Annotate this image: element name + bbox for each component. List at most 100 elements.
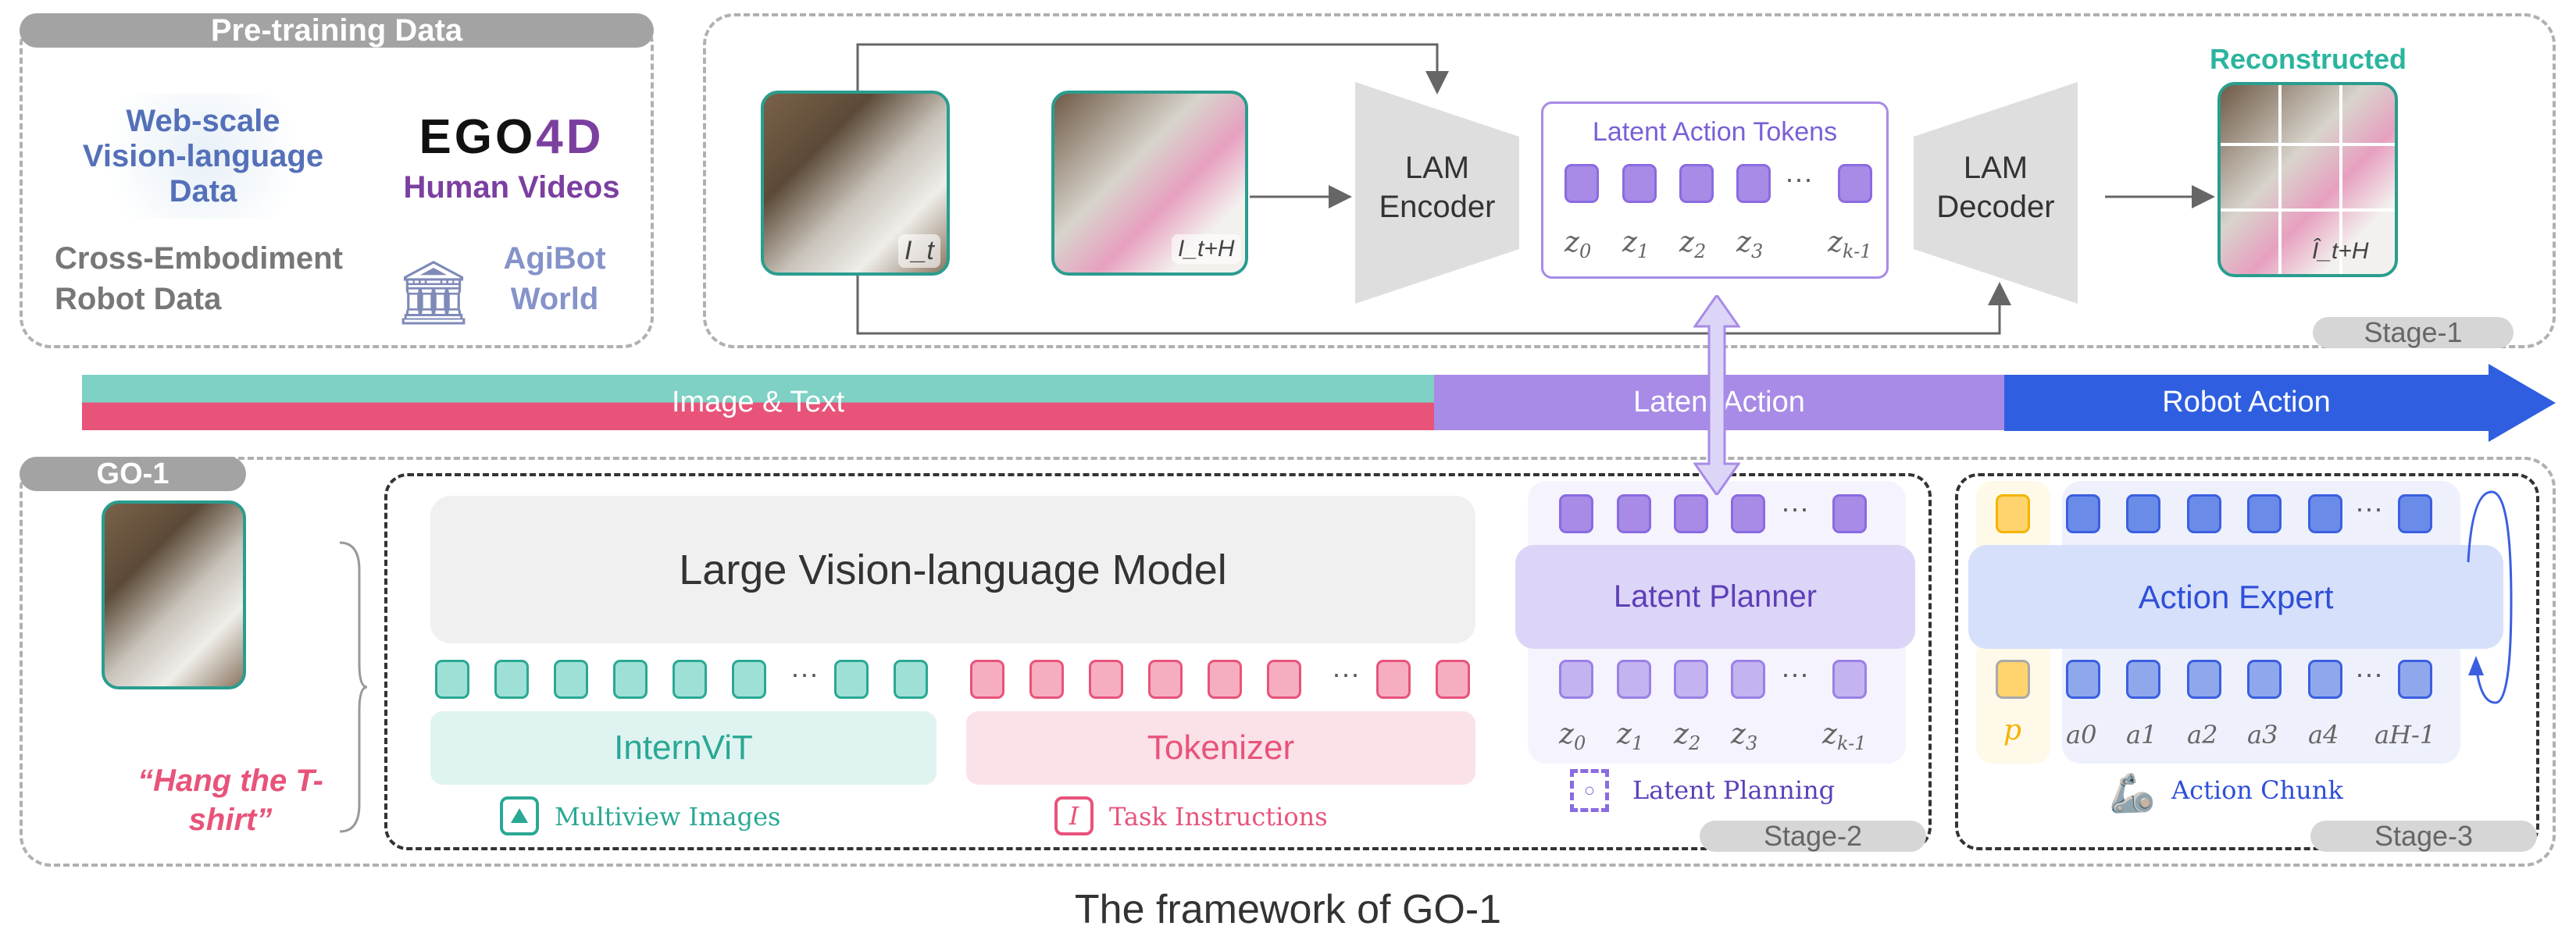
z-label: zk-1	[1822, 718, 1867, 755]
action-chunk-label: Action Chunk	[2171, 775, 2343, 805]
action-expert-box: Action Expert	[1968, 545, 2503, 649]
action-token	[2247, 660, 2282, 699]
stage3-badge: Stage-3	[2310, 820, 2537, 852]
action-token	[2398, 660, 2432, 699]
frame-t-label: I_t	[898, 234, 940, 268]
a-label: a1	[2126, 720, 2157, 750]
action-token	[2126, 494, 2160, 533]
latent-action-tokens-title: Latent Action Tokens	[1592, 117, 1838, 147]
action-token	[2187, 494, 2221, 533]
text-token	[1208, 660, 1242, 699]
loop-arrow	[2467, 490, 2513, 704]
text-token	[1376, 660, 1411, 699]
z-label: z2	[1679, 226, 1707, 263]
stage2-badge: Stage-2	[1700, 820, 1926, 852]
reconstructed-label: Reconstructed	[2209, 43, 2407, 75]
robot-arm-icon: 🦾	[2109, 772, 2156, 814]
image-token	[435, 660, 469, 699]
image-text-band	[82, 375, 1434, 430]
reconstructed-image	[2217, 82, 2398, 277]
action-token	[2308, 660, 2342, 699]
latent-token	[1731, 660, 1765, 699]
text-token	[1089, 660, 1123, 699]
z-label: z0	[1565, 226, 1592, 263]
z-label: z3	[1736, 226, 1764, 263]
stage2-panel	[384, 473, 1932, 850]
z-label: z1	[1617, 718, 1644, 755]
task-instructions-label: Task Instructions	[1109, 802, 1328, 832]
a-label: a0	[2066, 720, 2097, 750]
a-label: a2	[2187, 720, 2218, 750]
latent-planning-label: Latent Planning	[1632, 775, 1836, 805]
z-label: z0	[1559, 718, 1586, 755]
latent-action-token	[1736, 164, 1771, 203]
go1-panel	[20, 457, 2556, 867]
ellipsis: ···	[790, 657, 819, 689]
text-token	[1148, 660, 1183, 699]
frame-tH-label: I_t+H	[1172, 234, 1241, 264]
latent-token	[1617, 660, 1651, 699]
vlm-box: Large Vision-language Model	[430, 496, 1475, 643]
latent-token	[1559, 494, 1593, 533]
latent-action-token	[1838, 164, 1872, 203]
human-videos-label: Human Videos	[403, 169, 620, 205]
image-token	[673, 660, 707, 699]
a-label: a4	[2308, 720, 2339, 750]
image-token	[554, 660, 588, 699]
ellipsis: ···	[1785, 162, 1813, 194]
stage3-panel	[1955, 473, 2539, 850]
proprio-label: p	[2003, 714, 2022, 746]
z-label: z1	[1622, 226, 1650, 263]
robot-action-arrow	[2004, 364, 2556, 442]
lam-decoder-label: LAM Decoder	[1936, 151, 2055, 224]
z-label: zk-1	[1828, 226, 1872, 263]
stage1-arrows	[856, 43, 2215, 335]
action-token	[2066, 494, 2100, 533]
internvit-box: InternViT	[430, 711, 937, 785]
proprio-token	[1996, 494, 2030, 533]
lam-decoder-shape	[1914, 82, 2078, 304]
image-token	[732, 660, 766, 699]
lam-encoder-shape	[1355, 82, 1519, 304]
stage1-panel	[703, 13, 2556, 348]
brace	[339, 541, 367, 833]
latent-token	[1674, 494, 1708, 533]
agibot-label: AgiBot World	[503, 241, 606, 316]
tokenizer-box: Tokenizer	[966, 711, 1475, 785]
latent-double-arrow	[1693, 295, 1740, 495]
action-token	[2066, 660, 2100, 699]
latent-action-tokens-box	[1541, 102, 1889, 279]
image-text-label: Image & Text	[671, 386, 845, 419]
action-token	[2247, 494, 2282, 533]
z-label: z2	[1674, 718, 1701, 755]
text-token	[970, 660, 1004, 699]
image-icon: ⛰	[500, 796, 539, 835]
latent-token	[1559, 660, 1593, 699]
ellipsis: ···	[2355, 492, 2383, 524]
ellipsis: ···	[2355, 657, 2383, 689]
action-token	[2308, 494, 2342, 533]
latent-action-token	[1565, 164, 1599, 203]
ellipsis: ···	[1332, 657, 1360, 689]
latent-token	[1832, 660, 1867, 699]
stage1-badge: Stage-1	[2313, 316, 2514, 348]
image-token	[494, 660, 529, 699]
latent-token	[1832, 494, 1867, 533]
figure-caption: The framework of GO-1	[1074, 887, 1502, 932]
latent-planning-icon: ○	[1570, 769, 1609, 812]
cross-embodiment-label: Cross-Embodiment Robot Data	[55, 241, 343, 316]
image-token	[613, 660, 648, 699]
image-token	[894, 660, 928, 699]
ego4d-logo: EGO 4D	[419, 109, 605, 164]
latent-token	[1617, 494, 1651, 533]
robot-action-label: Robot Action	[2162, 386, 2331, 419]
web-data-label: Web-scale Vision-language Data	[78, 94, 328, 219]
latent-token	[1731, 494, 1765, 533]
observation-image	[102, 500, 246, 689]
a-label: a3	[2247, 720, 2278, 750]
action-token	[2398, 494, 2432, 533]
multiview-label: Multiview Images	[555, 802, 781, 832]
latent-action-token	[1679, 164, 1714, 203]
reconstructed-frame-label: Î_t+H	[2312, 238, 2369, 264]
text-icon: I	[1054, 796, 1094, 835]
